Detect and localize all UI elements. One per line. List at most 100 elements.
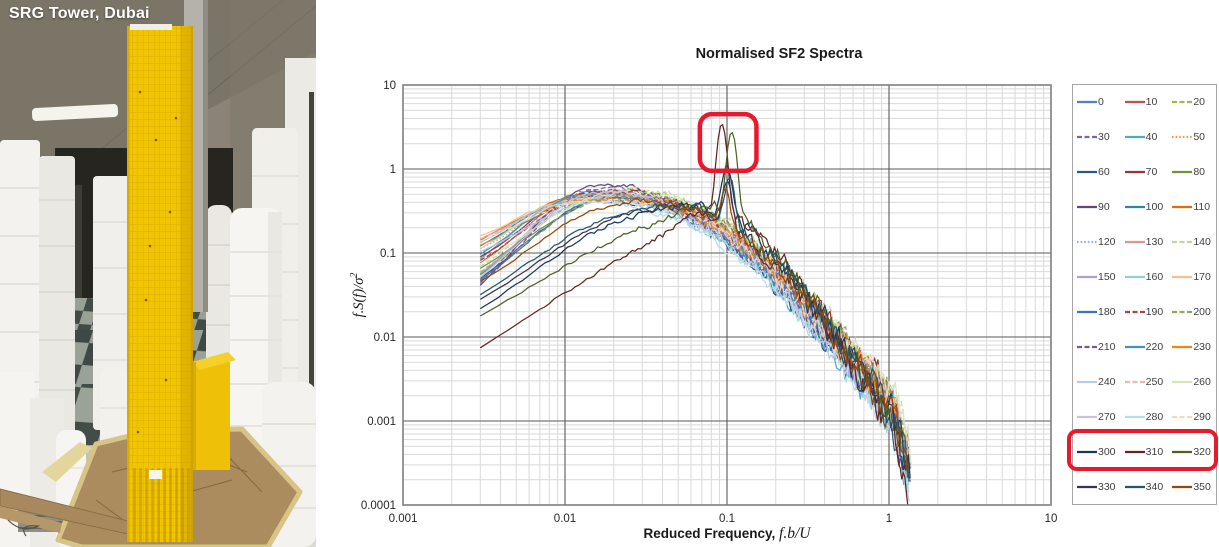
legend-item-330: 330 (1073, 469, 1121, 504)
legend-swatch (1124, 275, 1145, 279)
legend-label: 320 (1193, 445, 1211, 458)
legend-swatch (1172, 101, 1193, 104)
legend-swatch (1172, 206, 1193, 209)
legend-swatch (1124, 485, 1145, 488)
legend-label: 270 (1098, 410, 1116, 423)
legend-item-40: 40 (1121, 120, 1169, 155)
legend-swatch (1077, 275, 1097, 279)
legend-label: 200 (1193, 305, 1211, 318)
legend-item-260: 260 (1168, 364, 1216, 399)
legend-swatch (1124, 345, 1145, 348)
legend-swatch (1124, 136, 1145, 139)
legend-swatch (1172, 415, 1193, 418)
legend-swatch (1172, 485, 1193, 488)
legend-label: 140 (1193, 236, 1211, 249)
y-tick-label: 0.01 (374, 332, 396, 344)
legend-label: 190 (1145, 305, 1164, 318)
legend-item-110: 110 (1168, 190, 1216, 225)
legend-label: 120 (1098, 236, 1116, 249)
legend-label: 10 (1145, 96, 1158, 109)
legend-label: 310 (1145, 445, 1164, 458)
legend-label: 30 (1098, 131, 1110, 144)
series-line-340 (479, 176, 910, 482)
legend-swatch (1172, 275, 1193, 279)
legend-label: 290 (1193, 410, 1211, 423)
legend-item-80: 80 (1168, 155, 1216, 190)
x-tick-label: 0.01 (554, 513, 576, 525)
series-line-90 (479, 183, 910, 456)
y-tick-label: 0.0001 (361, 500, 396, 512)
legend-item-210: 210 (1073, 329, 1121, 364)
legend-label: 300 (1098, 445, 1116, 458)
series-line-290 (480, 198, 908, 457)
legend-item-30: 30 (1073, 120, 1121, 155)
x-tick-label: 0.1 (719, 513, 735, 525)
legend-label: 280 (1145, 410, 1164, 423)
legend-item-60: 60 (1073, 155, 1121, 190)
legend-swatch (1172, 345, 1193, 348)
y-tick-label: 1 (390, 164, 396, 176)
legend-item-240: 240 (1073, 364, 1121, 399)
legend-item-180: 180 (1073, 295, 1121, 330)
series-line-190 (479, 190, 912, 471)
podium-block (192, 352, 236, 470)
legend-swatch (1077, 101, 1097, 104)
y-tick-label: 10 (383, 80, 396, 92)
legend-swatch (1172, 241, 1193, 244)
legend-label: 60 (1098, 166, 1110, 179)
y-tick-label: 0.001 (367, 416, 396, 428)
legend-label: 170 (1193, 271, 1211, 284)
legend-label: 240 (1098, 375, 1116, 388)
x-tick-label: 10 (1045, 513, 1058, 525)
series-line-350 (479, 188, 909, 478)
series-line-320 (479, 131, 910, 472)
legend-item-130: 130 (1121, 225, 1169, 260)
legend-item-250: 250 (1121, 364, 1169, 399)
legend-swatch (1077, 171, 1097, 174)
legend-label: 50 (1193, 131, 1206, 144)
legend-label: 180 (1098, 305, 1116, 318)
legend-item-150: 150 (1073, 260, 1121, 295)
legend-swatch (1124, 450, 1145, 453)
legend-label: 110 (1193, 201, 1211, 214)
legend-label: 340 (1145, 480, 1164, 493)
legend-item-120: 120 (1073, 225, 1121, 260)
legend-item-350: 350 (1168, 469, 1216, 504)
legend-label: 0 (1098, 96, 1104, 109)
legend-item-200: 200 (1168, 295, 1216, 330)
legend-label: 150 (1098, 271, 1116, 284)
legend-label: 260 (1193, 375, 1211, 388)
legend-label: 250 (1145, 375, 1164, 388)
legend-item-20: 20 (1168, 85, 1216, 120)
legend-item-290: 290 (1168, 399, 1216, 434)
legend-swatch (1077, 485, 1097, 488)
legend-swatch (1077, 450, 1097, 453)
plot-border (402, 84, 1052, 506)
foam-blocks-right (206, 58, 316, 547)
legend-swatch (1124, 241, 1145, 244)
y-tick-label: 0.1 (380, 248, 396, 260)
legend-label: 230 (1193, 340, 1211, 353)
legend-label: 40 (1145, 131, 1158, 144)
series-line-310 (479, 123, 909, 505)
legend-item-220: 220 (1121, 329, 1169, 364)
legend-item-230: 230 (1168, 329, 1216, 364)
tower-model (127, 24, 193, 542)
photo-caption: SRG Tower, Dubai (9, 5, 150, 22)
legend-swatch (1077, 241, 1097, 244)
legend-label: 90 (1098, 201, 1110, 214)
wind-tunnel-scene (0, 0, 316, 547)
wind-tunnel-photo: SRG Tower, Dubai (0, 0, 316, 547)
legend-label: 70 (1145, 166, 1158, 179)
legend-swatch (1077, 136, 1097, 139)
legend-item-50: 50 (1168, 120, 1216, 155)
series-line-110 (479, 191, 907, 455)
legend-swatch (1124, 415, 1145, 418)
legend-swatch (1172, 310, 1193, 314)
legend-item-100: 100 (1121, 190, 1169, 225)
ceiling-light (31, 103, 119, 122)
y-axis-label: f.S(f)/σ2 (349, 272, 367, 318)
legend-item-310: 310 (1121, 434, 1169, 469)
legend-swatch (1077, 380, 1097, 383)
